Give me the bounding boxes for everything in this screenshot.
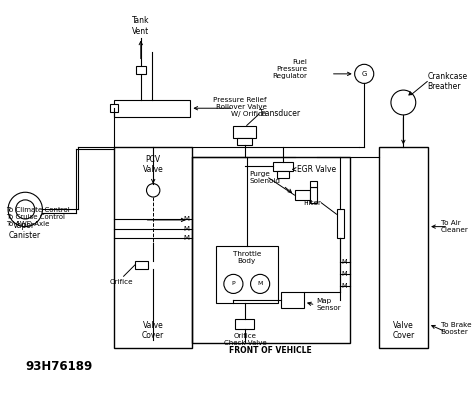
Bar — [233, 126, 256, 138]
Text: Pressure Relief
Rollover Valve
W/ Orifice: Pressure Relief Rollover Valve W/ Orific… — [213, 97, 267, 117]
Bar — [235, 319, 255, 329]
Bar — [136, 66, 146, 74]
Text: EGR Valve: EGR Valve — [297, 165, 337, 174]
Bar — [273, 162, 292, 171]
Text: Throttle
Body: Throttle Body — [233, 251, 261, 264]
Bar — [114, 147, 192, 348]
Text: M: M — [341, 259, 347, 265]
Bar — [237, 138, 253, 145]
Text: To Air
Cleaner: To Air Cleaner — [441, 220, 468, 233]
Text: Valve
Cover: Valve Cover — [142, 321, 164, 340]
Text: M: M — [183, 216, 190, 222]
Text: M: M — [183, 235, 190, 241]
Bar — [310, 181, 318, 188]
Text: Filter: Filter — [303, 200, 321, 206]
Text: Tank
Vent: Tank Vent — [132, 17, 149, 36]
Text: FRONT OF VEHICLE: FRONT OF VEHICLE — [229, 346, 312, 355]
Text: M: M — [183, 226, 190, 231]
Text: Crankcase
Breather: Crankcase Breather — [427, 72, 467, 91]
Bar — [337, 209, 344, 238]
Bar — [281, 293, 304, 308]
Bar — [216, 246, 278, 303]
Text: Map
Sensor: Map Sensor — [317, 298, 341, 311]
Text: Orifice
Check Valve: Orifice Check Valve — [224, 333, 266, 346]
Bar — [379, 147, 428, 348]
Text: G: G — [362, 71, 367, 77]
Text: 93H76189: 93H76189 — [25, 361, 92, 373]
Bar — [192, 157, 350, 343]
Bar — [114, 100, 191, 117]
Bar — [277, 171, 289, 178]
Text: Valve
Cover: Valve Cover — [392, 321, 414, 340]
Bar — [135, 261, 148, 269]
Text: To Brake
Booster: To Brake Booster — [441, 322, 471, 335]
Text: Vapor
Canister: Vapor Canister — [8, 221, 40, 240]
Text: M: M — [341, 271, 347, 277]
Bar — [294, 190, 310, 200]
Text: M: M — [257, 281, 263, 286]
Text: P: P — [232, 281, 235, 286]
Text: M: M — [341, 283, 347, 289]
Text: Orifice: Orifice — [110, 279, 134, 285]
Text: PCV
Valve: PCV Valve — [143, 155, 164, 174]
Bar — [110, 104, 118, 112]
Text: To Climate Control
To Cruise Control
To 4WD Axle: To Climate Control To Cruise Control To … — [6, 207, 70, 227]
Text: Transducer: Transducer — [259, 109, 301, 118]
Text: Purge
Solenoid: Purge Solenoid — [250, 171, 281, 184]
Text: Fuel
Pressure
Regulator: Fuel Pressure Regulator — [272, 59, 307, 79]
Bar — [310, 188, 318, 203]
